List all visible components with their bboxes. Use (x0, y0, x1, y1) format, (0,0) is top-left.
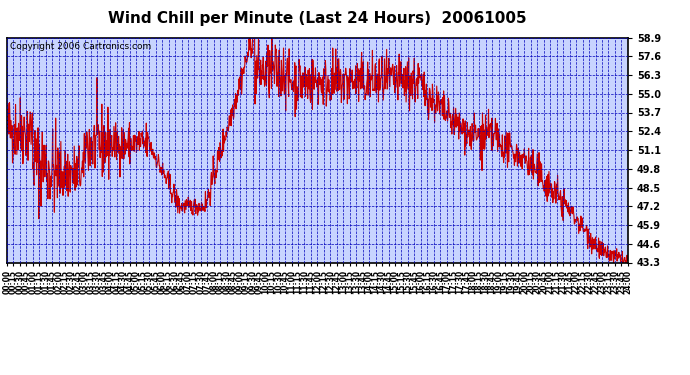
Text: Wind Chill per Minute (Last 24 Hours)  20061005: Wind Chill per Minute (Last 24 Hours) 20… (108, 11, 526, 26)
Text: Copyright 2006 Cartronics.com: Copyright 2006 Cartronics.com (10, 42, 151, 51)
